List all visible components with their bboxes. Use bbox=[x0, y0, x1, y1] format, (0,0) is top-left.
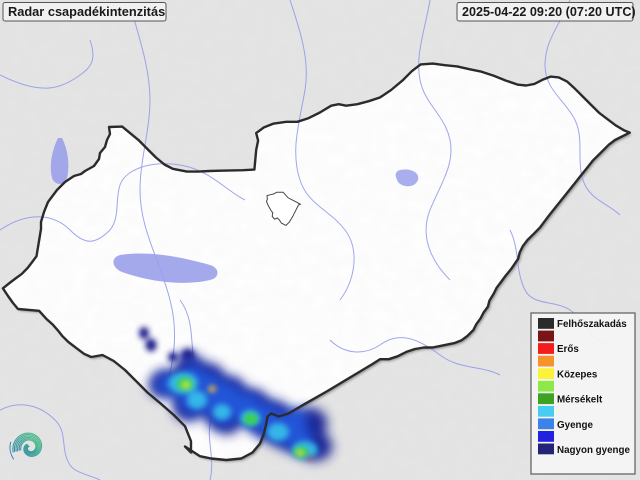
svg-text:2025-04-22 09:20 (07:20 UTC): 2025-04-22 09:20 (07:20 UTC) bbox=[462, 5, 636, 19]
svg-text:Nagyon gyenge: Nagyon gyenge bbox=[557, 445, 630, 456]
svg-text:Felhőszakadás: Felhőszakadás bbox=[557, 319, 627, 330]
svg-text:Közepes: Közepes bbox=[557, 369, 598, 380]
svg-text:Erős: Erős bbox=[557, 344, 579, 355]
svg-text:Gyenge: Gyenge bbox=[557, 420, 593, 431]
svg-text:Mérsékelt: Mérsékelt bbox=[557, 395, 603, 406]
svg-text:Radar csapadékintenzitás: Radar csapadékintenzitás bbox=[8, 4, 165, 19]
